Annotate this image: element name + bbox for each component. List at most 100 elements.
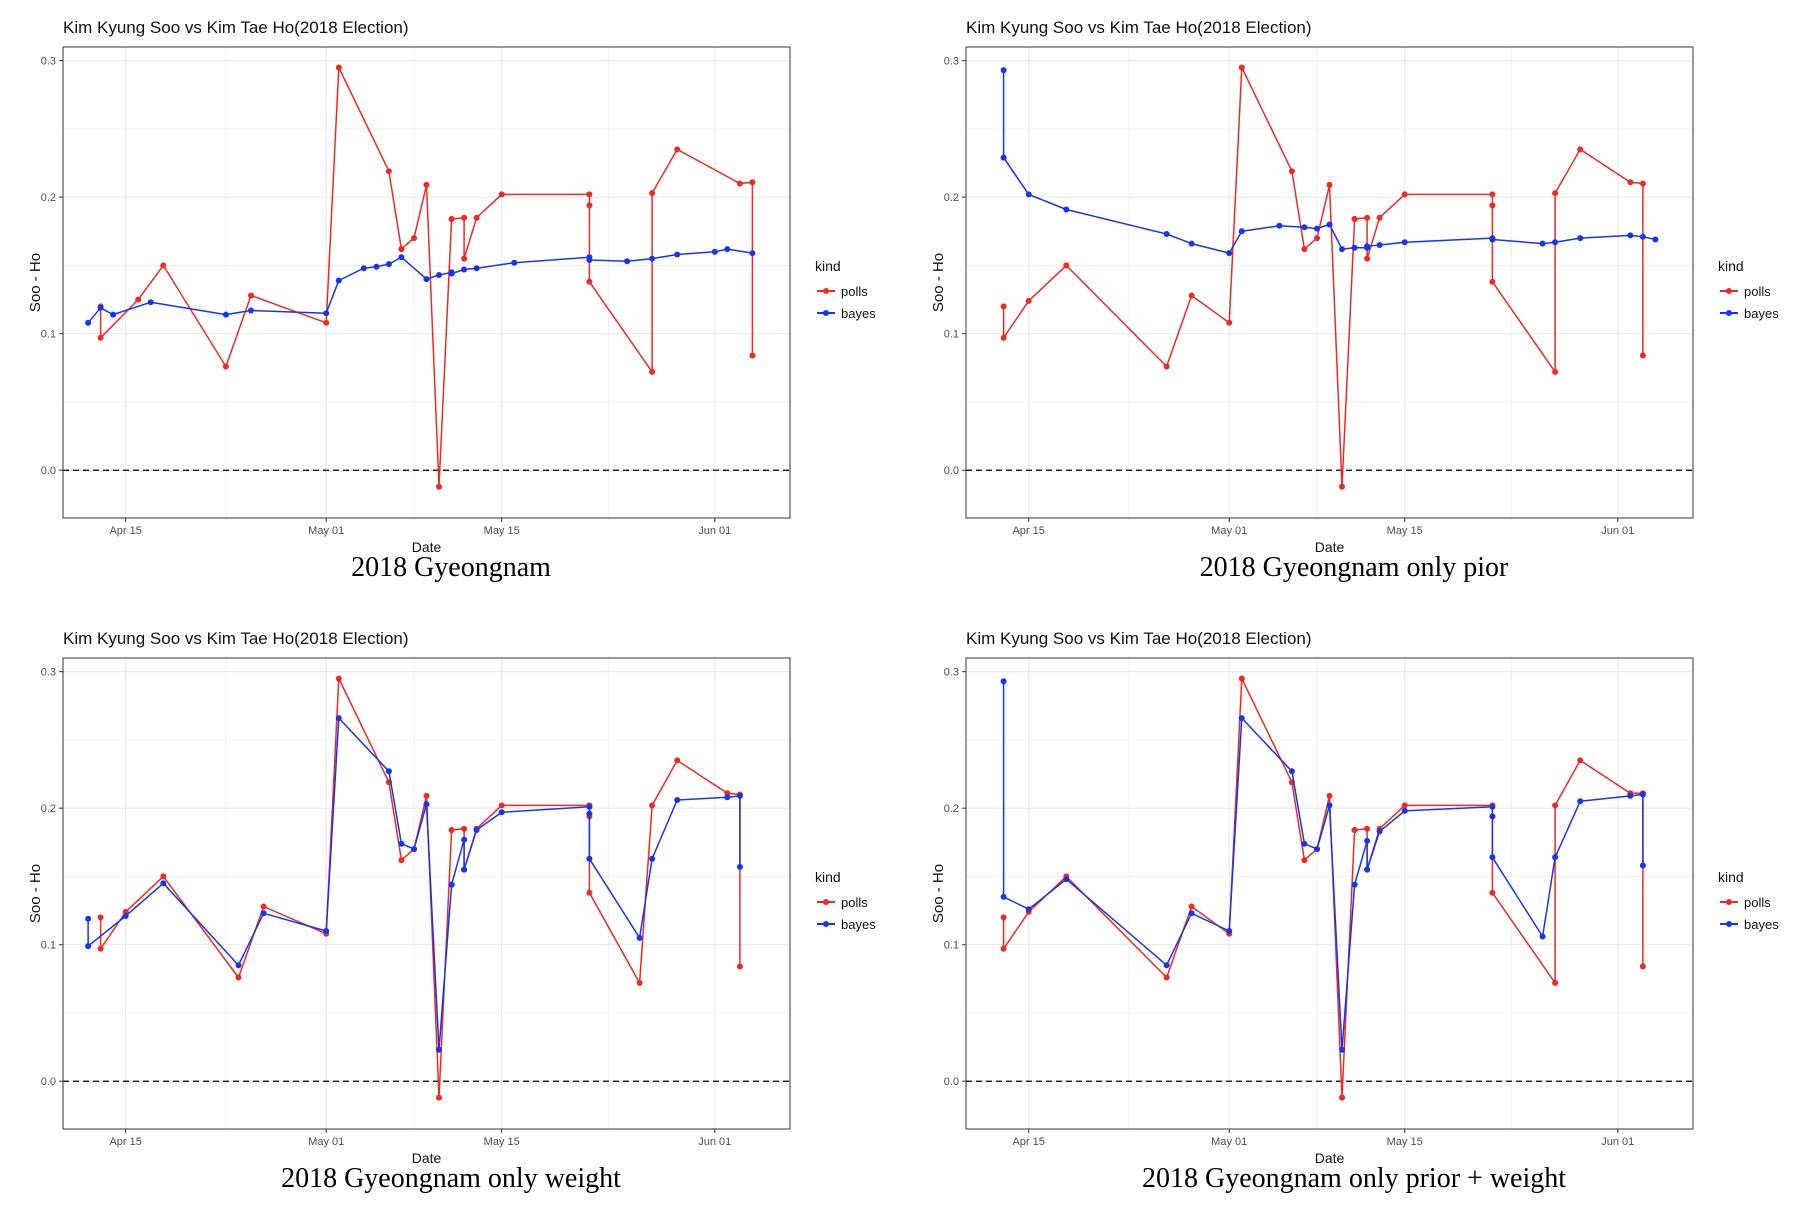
x-tick-label: May 01 — [1211, 525, 1247, 537]
point-bayes — [1326, 221, 1333, 228]
point-bayes — [1376, 828, 1383, 835]
point-polls — [461, 255, 468, 262]
y-tick-label: 0.2 — [41, 803, 56, 815]
point-bayes — [1489, 236, 1496, 243]
point-bayes — [147, 299, 154, 306]
y-tick-label: 0.1 — [41, 329, 56, 341]
x-tick-label: Apr 15 — [1012, 1136, 1044, 1148]
point-polls — [1025, 297, 1032, 304]
point-polls — [1326, 792, 1333, 799]
point-polls — [473, 214, 480, 221]
point-polls — [1577, 757, 1584, 764]
point-polls — [1639, 180, 1646, 187]
point-polls — [1351, 827, 1358, 833]
point-polls — [411, 235, 417, 242]
point-bayes — [749, 250, 756, 257]
x-tick-label: Apr 15 — [109, 1136, 141, 1148]
point-bayes — [461, 836, 468, 843]
point-bayes — [1627, 792, 1634, 799]
point-polls — [1401, 802, 1408, 809]
point-bayes — [724, 246, 731, 253]
point-bayes — [248, 307, 254, 314]
point-bayes — [1339, 1046, 1345, 1053]
plot-3: Apr 15 May 01 May 15 Jun 01 0.0 0.1 0.2 0.3 Date… — [27, 657, 791, 1166]
legend-item-bayes: bayes — [815, 302, 876, 324]
point-bayes — [1314, 846, 1320, 853]
point-bayes — [1364, 866, 1371, 873]
plot-4: Apr 15 May 01 May 15 Jun 01 0.0 0.1 0.2 0.3 Date… — [930, 657, 1694, 1166]
point-polls — [423, 181, 430, 188]
point-bayes — [1326, 802, 1333, 809]
point-bayes — [473, 827, 480, 833]
point-bayes — [1351, 881, 1358, 888]
point-polls — [1639, 963, 1646, 970]
point-polls — [1364, 255, 1371, 262]
x-tick-label: May 01 — [308, 1136, 344, 1148]
y-tick-label: 0.1 — [41, 940, 56, 952]
point-polls — [1226, 319, 1233, 326]
point-polls — [1339, 1094, 1345, 1101]
legend-title: kind — [815, 258, 841, 274]
point-bayes — [1025, 191, 1032, 198]
x-tick-label: May 15 — [1387, 525, 1423, 537]
point-polls — [749, 179, 756, 186]
point-polls — [1552, 190, 1559, 197]
point-bayes — [97, 304, 104, 311]
x-tick-label: Apr 15 — [109, 525, 141, 537]
point-polls — [736, 963, 743, 970]
point-bayes — [1577, 235, 1584, 242]
point-bayes — [736, 863, 743, 870]
point-polls — [1188, 903, 1195, 910]
chart-title: Kim Kyung Soo vs Kim Tae Ho(2018 Electio… — [63, 629, 409, 648]
gridlines — [63, 47, 790, 518]
series-polls — [97, 675, 743, 1101]
point-bayes — [711, 248, 718, 255]
legend-item-bayes: bayes — [1718, 302, 1779, 324]
plot-border — [965, 657, 1694, 1130]
point-bayes — [1552, 239, 1559, 246]
x-tick-label: May 01 — [308, 525, 344, 537]
y-tick-label: 0.1 — [944, 940, 959, 952]
point-polls — [97, 914, 104, 921]
y-tick-label: 0.2 — [944, 192, 959, 204]
legend: kind polls bayes — [815, 258, 876, 324]
plot-1: Apr 15 May 01 May 15 Jun 01 0.0 0.1 0.2 0.3 Date… — [27, 46, 791, 555]
point-bayes — [724, 794, 731, 801]
y-tick-label: 0.3 — [944, 667, 959, 679]
gridlines — [966, 658, 1693, 1129]
series-line-bayes — [1002, 681, 1644, 1051]
series-polls — [97, 64, 756, 490]
point-polls — [724, 790, 731, 797]
y-tick-label: 0.0 — [944, 1076, 959, 1088]
x-axis-label: Date — [1315, 1150, 1345, 1166]
point-bayes — [636, 934, 643, 941]
plot-2: Apr 15 May 01 May 15 Jun 01 0.0 0.1 0.2 0.3 Date… — [930, 46, 1694, 555]
point-polls — [323, 319, 330, 326]
point-bayes — [461, 866, 468, 873]
point-bayes — [1401, 239, 1408, 246]
point-bayes — [373, 263, 380, 270]
plot-border — [965, 46, 1694, 519]
point-polls — [1364, 825, 1371, 832]
legend-title: kind — [815, 869, 841, 885]
point-bayes — [1188, 240, 1195, 247]
point-bayes — [1000, 893, 1007, 900]
point-bayes — [674, 797, 681, 803]
x-tick-label: Jun 01 — [1601, 1136, 1634, 1148]
chart-panel-1: Kim Kyung Soo vs Kim Tae Ho(2018 Electio… — [0, 0, 902, 610]
point-polls — [1301, 857, 1308, 864]
point-bayes — [1000, 154, 1007, 161]
point-bayes — [586, 855, 593, 862]
point-bayes — [160, 880, 167, 887]
point-bayes — [85, 943, 92, 950]
point-bayes — [1539, 240, 1546, 247]
point-polls — [1364, 214, 1371, 221]
point-polls — [97, 334, 104, 341]
legend: kind polls bayes — [1718, 869, 1779, 935]
point-bayes — [1000, 67, 1007, 74]
legend-label-bayes: bayes — [1744, 305, 1779, 321]
point-polls — [1301, 246, 1308, 253]
point-bayes — [85, 319, 92, 326]
plot-border — [62, 657, 791, 1130]
x-axis-label: Date — [412, 539, 442, 555]
